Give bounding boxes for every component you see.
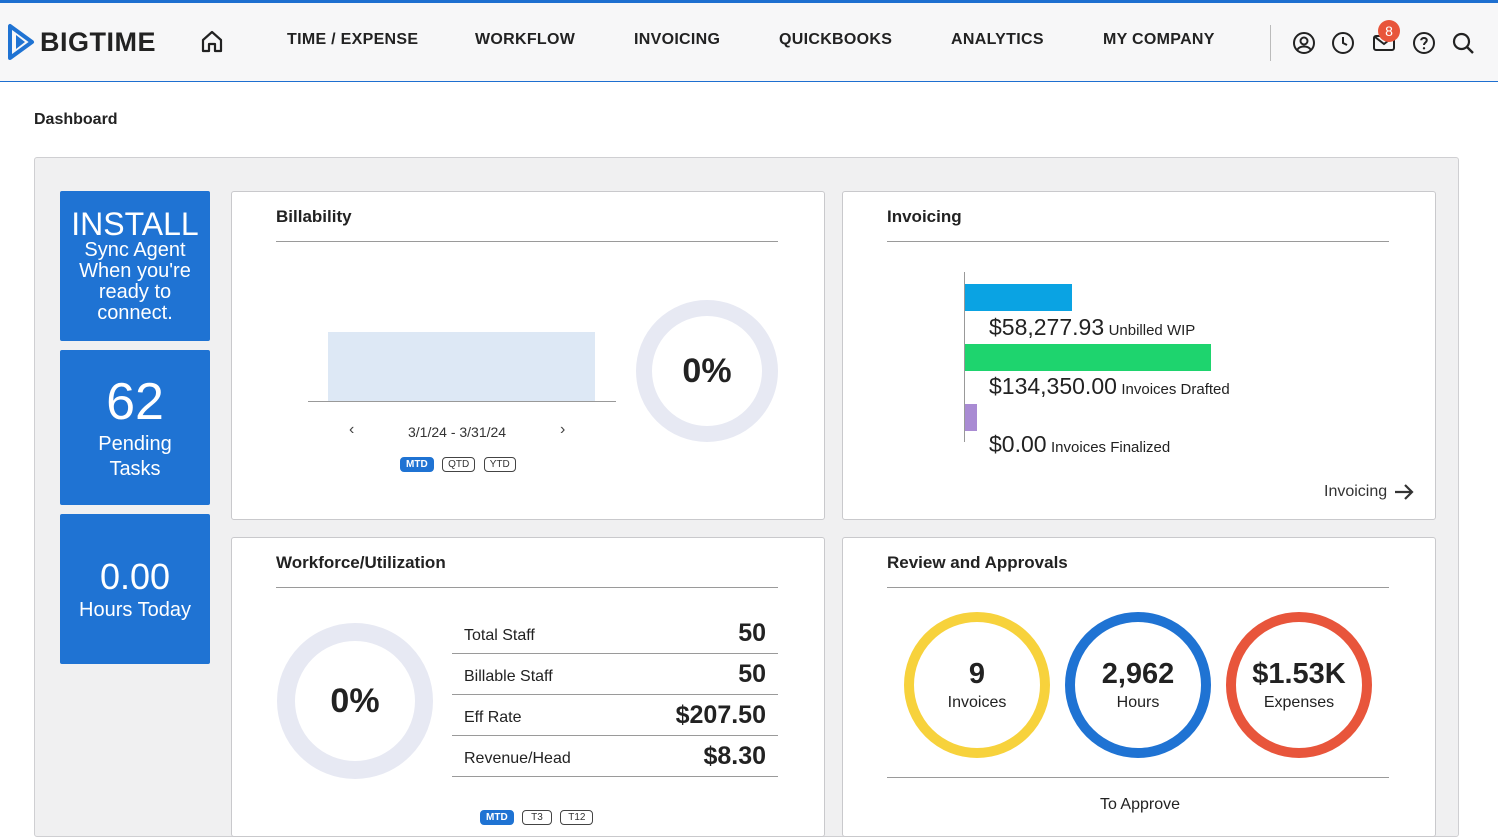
billability-card: Billability ‹ 3/1/24 - 3/31/24 › MTD QTD…	[231, 191, 825, 520]
invoicing-category-unbilled-wip: Unbilled WIP	[1108, 322, 1196, 339]
review-footer-label: To Approve	[1099, 796, 1181, 813]
billability-range-ytd[interactable]: YTD	[483, 457, 516, 472]
review-expenses-circle[interactable]: $1.53K Expenses	[1226, 612, 1372, 758]
billability-next-chevron-icon[interactable]: ›	[560, 421, 566, 438]
total-staff-value: 50	[738, 619, 766, 647]
invoicing-category-invoices-finalized: Invoices Finalized	[1051, 439, 1171, 456]
billable-staff-label: Billable Staff	[464, 668, 553, 685]
brand-name: BIGTIME	[40, 26, 156, 57]
hours-today-value: 0.00	[99, 555, 171, 597]
workforce-range-t3[interactable]: T3	[522, 810, 552, 825]
top-navigation-bar: BIGTIME TIME / EXPENSE WORKFLOW INVOICIN…	[0, 0, 1498, 82]
invoicing-bar-invoices-finalized	[965, 404, 977, 431]
billability-date-range: 3/1/24 - 3/31/24	[408, 424, 507, 440]
billability-donut: 0%	[636, 300, 778, 442]
workforce-range-selector: MTD T3 T12	[480, 807, 597, 825]
invoicing-card: Invoicing $58,277.93 Unbilled WIP $134,3…	[842, 191, 1436, 520]
pending-tasks-count: 62	[106, 372, 164, 431]
review-title: Review and Approvals	[887, 553, 1068, 572]
install-heading: INSTALL	[71, 206, 199, 242]
search-icon[interactable]	[1450, 30, 1476, 56]
review-hours-label: Hours	[1116, 694, 1160, 711]
install-line-2: When you're	[79, 260, 191, 282]
hours-today-tile[interactable]: 0.00 Hours Today	[60, 514, 210, 664]
workforce-percent: 0%	[330, 681, 380, 720]
install-line-4: connect.	[97, 302, 173, 324]
invoicing-value-invoices-finalized: $0.00	[989, 431, 1047, 457]
invoicing-label-invoices-drafted: $134,350.00 Invoices Drafted	[989, 373, 1230, 400]
workforce-row-total-staff: Total Staff 50	[452, 613, 778, 654]
home-icon[interactable]	[198, 27, 226, 55]
billability-prev-chevron-icon[interactable]: ‹	[349, 421, 355, 438]
review-expenses-value: $1.53K	[1252, 658, 1346, 690]
workforce-range-mtd[interactable]: MTD	[480, 810, 514, 825]
invoicing-bar-unbilled-wip	[965, 284, 1072, 311]
workforce-donut: 0%	[277, 623, 433, 779]
user-icon[interactable]	[1291, 30, 1317, 56]
billable-staff-value: 50	[738, 660, 766, 688]
invoicing-chart-axis	[964, 272, 965, 442]
review-invoices-circle[interactable]: 9 Invoices	[904, 612, 1050, 758]
workforce-range-t12[interactable]: T12	[560, 810, 594, 825]
eff-rate-value: $207.50	[675, 701, 766, 729]
review-divider	[887, 587, 1389, 588]
review-invoices-value: 9	[968, 658, 986, 690]
nav-invoicing[interactable]: INVOICING	[634, 31, 721, 48]
bigtime-logo[interactable]: BIGTIME	[6, 23, 156, 61]
pending-tasks-label-2: Tasks	[109, 457, 161, 480]
total-staff-label: Total Staff	[464, 627, 535, 644]
billability-range-selector: MTD QTD YTD	[400, 454, 520, 472]
review-expenses-label: Expenses	[1263, 694, 1335, 711]
invoicing-link-label: Invoicing	[1324, 483, 1388, 500]
invoicing-bar-invoices-drafted	[965, 344, 1211, 371]
mail-badge: 8	[1378, 20, 1400, 42]
billability-chart-baseline	[308, 401, 616, 402]
invoicing-title: Invoicing	[887, 207, 962, 226]
invoicing-label-unbilled-wip: $58,277.93 Unbilled WIP	[989, 314, 1195, 341]
help-icon[interactable]	[1411, 30, 1437, 56]
review-hours-circle[interactable]: 2,962 Hours	[1065, 612, 1211, 758]
install-line-1: Sync Agent	[84, 239, 186, 261]
workforce-row-revenue-head: Revenue/Head $8.30	[452, 736, 778, 777]
invoicing-link[interactable]: Invoicing	[1324, 483, 1415, 501]
bigtime-logo-icon	[8, 24, 34, 60]
nav-analytics[interactable]: ANALYTICS	[951, 31, 1044, 48]
page-title: Dashboard	[34, 111, 118, 128]
invoicing-divider	[887, 241, 1389, 242]
pending-tasks-tile[interactable]: 62 Pending Tasks	[60, 350, 210, 505]
nav-my-company[interactable]: MY COMPANY	[1103, 31, 1215, 48]
billability-range-mtd[interactable]: MTD	[400, 457, 434, 472]
billability-divider	[276, 241, 778, 242]
billability-percent: 0%	[682, 351, 732, 390]
review-invoices-label: Invoices	[947, 694, 1007, 711]
workforce-title: Workforce/Utilization	[276, 553, 446, 572]
nav-quickbooks[interactable]: QUICKBOOKS	[779, 31, 893, 48]
nav-time-expense[interactable]: TIME / EXPENSE	[287, 31, 419, 48]
invoicing-label-invoices-finalized: $0.00 Invoices Finalized	[989, 431, 1170, 458]
invoicing-value-unbilled-wip: $58,277.93	[989, 314, 1105, 340]
invoicing-category-invoices-drafted: Invoices Drafted	[1121, 381, 1230, 398]
revenue-head-label: Revenue/Head	[464, 750, 571, 767]
billability-range-qtd[interactable]: QTD	[442, 457, 476, 472]
workforce-row-eff-rate: Eff Rate $207.50	[452, 695, 778, 736]
install-sync-agent-tile[interactable]: INSTALL Sync Agent When you're ready to …	[60, 191, 210, 341]
workforce-row-billable-staff: Billable Staff 50	[452, 654, 778, 695]
nav-workflow[interactable]: WORKFLOW	[475, 31, 576, 48]
workforce-divider	[276, 587, 778, 588]
review-hours-value: 2,962	[1101, 658, 1175, 690]
nav-divider	[1270, 25, 1271, 61]
invoicing-value-invoices-drafted: $134,350.00	[989, 373, 1117, 399]
hours-today-label: Hours Today	[79, 598, 191, 621]
eff-rate-label: Eff Rate	[464, 709, 522, 726]
clock-icon[interactable]	[1330, 30, 1356, 56]
install-line-3: ready to	[98, 281, 172, 303]
billability-chart-area	[328, 332, 595, 401]
workforce-card: Workforce/Utilization 0% Total Staff 50 …	[231, 537, 825, 837]
arrow-right-icon	[1395, 484, 1414, 500]
review-footer-divider	[887, 777, 1389, 778]
revenue-head-value: $8.30	[703, 742, 766, 770]
billability-title: Billability	[276, 207, 352, 226]
pending-tasks-label-1: Pending	[98, 432, 172, 455]
